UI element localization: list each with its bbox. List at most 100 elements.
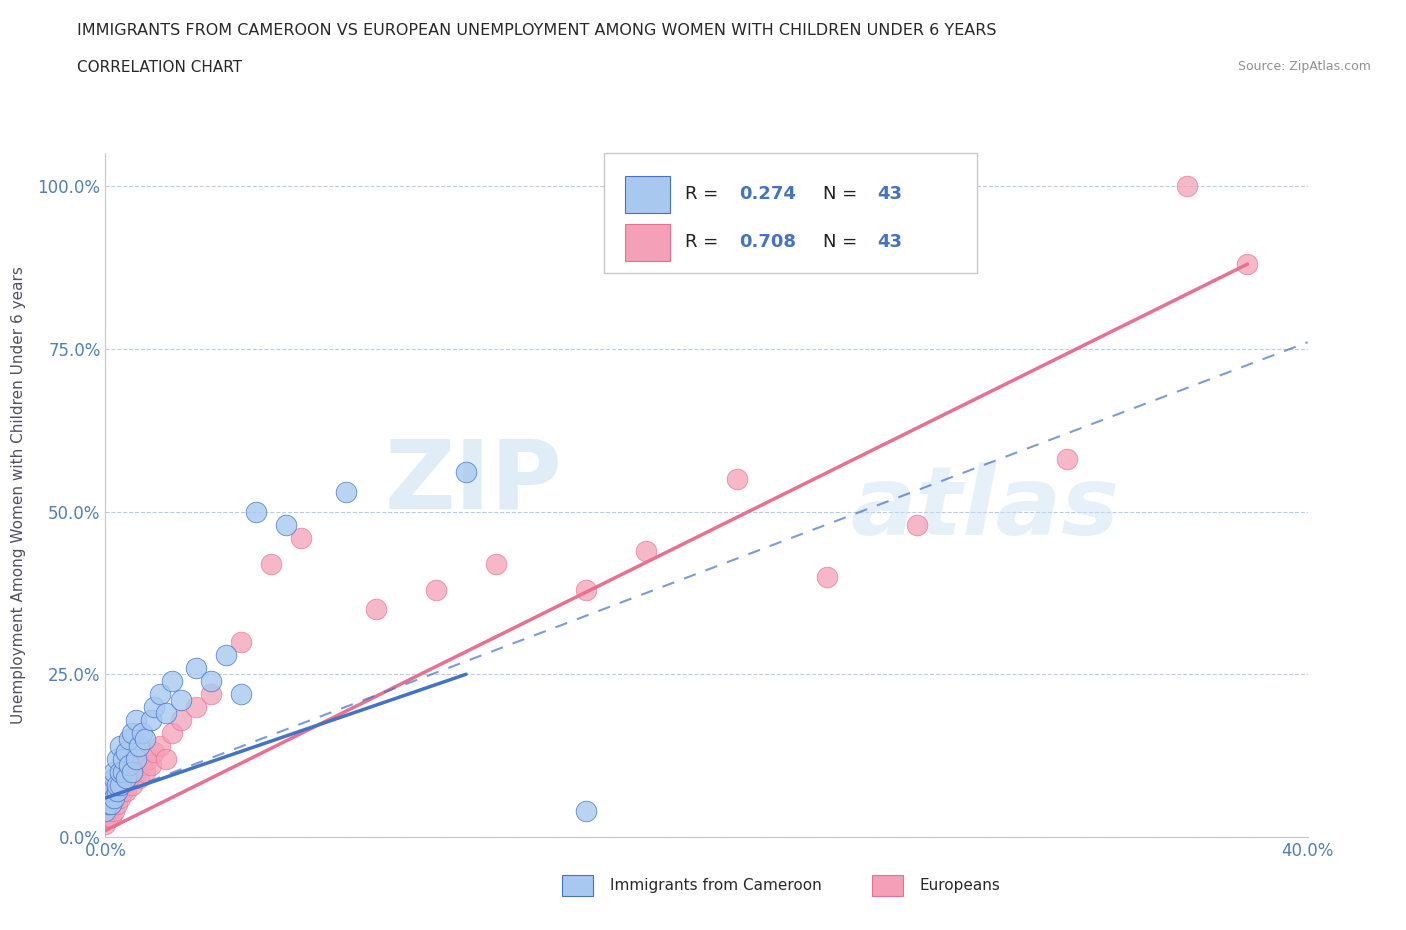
Point xyxy=(121,725,143,740)
Point xyxy=(148,686,170,701)
Point xyxy=(485,556,508,571)
Point xyxy=(454,465,477,480)
Point xyxy=(128,738,150,753)
Point xyxy=(118,758,141,773)
Point xyxy=(364,602,387,617)
Point xyxy=(139,758,162,773)
Point xyxy=(115,745,138,760)
Point xyxy=(245,504,267,519)
Bar xyxy=(872,875,903,896)
Bar xyxy=(624,176,671,213)
Point xyxy=(184,699,207,714)
Text: CORRELATION CHART: CORRELATION CHART xyxy=(77,60,242,75)
Point xyxy=(200,686,222,701)
Point xyxy=(636,543,658,558)
Point xyxy=(229,634,252,649)
Text: 0.708: 0.708 xyxy=(740,233,796,251)
Point xyxy=(290,530,312,545)
Point xyxy=(169,712,191,727)
Point xyxy=(110,764,132,779)
Point xyxy=(103,804,125,818)
Point xyxy=(112,771,135,786)
Point xyxy=(97,804,120,818)
Text: Europeans: Europeans xyxy=(920,878,1001,893)
Point xyxy=(103,790,125,805)
Point xyxy=(184,660,207,675)
Point xyxy=(100,810,122,825)
Point xyxy=(107,784,129,799)
Point xyxy=(110,777,132,792)
Point xyxy=(134,732,156,747)
Point xyxy=(131,758,153,773)
Point xyxy=(115,771,138,786)
Point xyxy=(94,817,117,831)
Point xyxy=(103,790,125,805)
Point xyxy=(94,804,117,818)
Point xyxy=(107,797,129,812)
Text: R =: R = xyxy=(685,233,724,251)
Point xyxy=(160,725,183,740)
Point xyxy=(97,797,120,812)
Point xyxy=(148,738,170,753)
Point xyxy=(107,751,129,766)
Point xyxy=(139,712,162,727)
Point xyxy=(97,810,120,825)
Point xyxy=(107,784,129,799)
Point xyxy=(112,784,135,799)
Point xyxy=(905,517,928,532)
Text: N =: N = xyxy=(823,185,863,204)
Point xyxy=(815,569,838,584)
Point xyxy=(136,751,159,766)
Point xyxy=(1056,452,1078,467)
Point xyxy=(160,673,183,688)
Point xyxy=(1236,257,1258,272)
Text: N =: N = xyxy=(823,233,863,251)
Point xyxy=(118,732,141,747)
Point xyxy=(100,797,122,812)
Text: 43: 43 xyxy=(877,185,903,204)
Point xyxy=(131,725,153,740)
Point xyxy=(100,797,122,812)
Text: ZIP: ZIP xyxy=(384,435,562,528)
Point xyxy=(575,582,598,597)
Point xyxy=(112,751,135,766)
Point xyxy=(121,764,143,779)
Point xyxy=(103,764,125,779)
Point xyxy=(128,771,150,786)
Point xyxy=(124,712,146,727)
Point xyxy=(115,784,138,799)
Point xyxy=(155,751,177,766)
Point xyxy=(142,745,165,760)
Point xyxy=(142,699,165,714)
Point xyxy=(112,764,135,779)
Point xyxy=(155,706,177,721)
Point xyxy=(274,517,297,532)
Point xyxy=(97,790,120,805)
Point xyxy=(229,686,252,701)
Text: 0.274: 0.274 xyxy=(740,185,796,204)
Point xyxy=(107,777,129,792)
Text: IMMIGRANTS FROM CAMEROON VS EUROPEAN UNEMPLOYMENT AMONG WOMEN WITH CHILDREN UNDE: IMMIGRANTS FROM CAMEROON VS EUROPEAN UNE… xyxy=(77,23,997,38)
Point xyxy=(1175,179,1198,193)
Point xyxy=(124,751,146,766)
Point xyxy=(100,777,122,792)
Point xyxy=(169,693,191,708)
Point xyxy=(214,647,236,662)
Point xyxy=(260,556,283,571)
Text: Immigrants from Cameroon: Immigrants from Cameroon xyxy=(610,878,823,893)
FancyBboxPatch shape xyxy=(605,153,977,273)
Point xyxy=(118,771,141,786)
Bar xyxy=(624,223,671,261)
Point xyxy=(124,764,146,779)
Text: 43: 43 xyxy=(877,233,903,251)
Point xyxy=(335,485,357,499)
Point xyxy=(200,673,222,688)
Point xyxy=(110,738,132,753)
Point xyxy=(110,790,132,805)
Point xyxy=(121,777,143,792)
Text: R =: R = xyxy=(685,185,724,204)
Point xyxy=(725,472,748,486)
Text: atlas: atlas xyxy=(851,462,1119,555)
Point xyxy=(110,777,132,792)
Point xyxy=(134,764,156,779)
